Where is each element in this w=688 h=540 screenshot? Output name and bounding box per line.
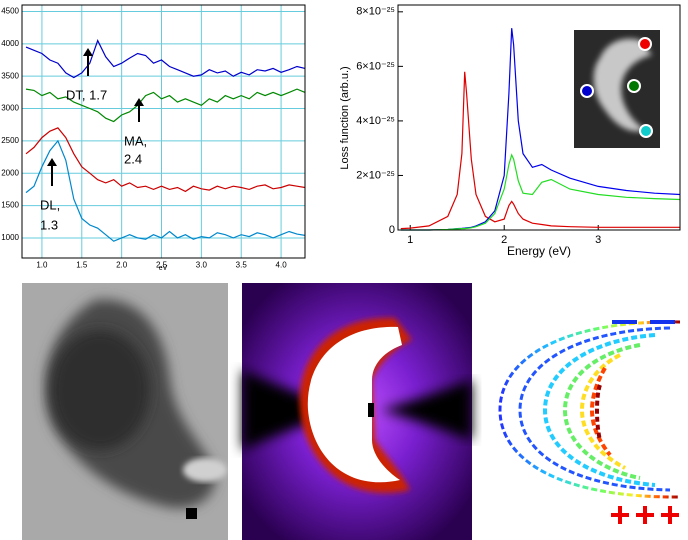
x-tick-label: 1: [407, 234, 413, 246]
annotation-arrowhead: [83, 48, 93, 56]
annotation: 1.3: [40, 217, 58, 232]
inset-marker: [580, 84, 594, 98]
y-tick-label: 4000: [1, 39, 19, 48]
x-tick-label: 1.0: [36, 260, 48, 269]
series-line: [25, 39, 306, 79]
y-tick-label: 8×10⁻²⁵: [356, 6, 395, 18]
x-tick-label: 2: [501, 234, 507, 246]
image-marker: [186, 508, 197, 519]
y-tick-label: 4×10⁻²⁵: [356, 115, 395, 127]
vector-field: [498, 320, 681, 524]
vector-row: [542, 333, 656, 487]
annotation-arrowhead: [47, 158, 57, 166]
y-tick-label: 2×10⁻²⁵: [356, 169, 395, 181]
inset-marker: [639, 124, 653, 138]
plot-frame: [397, 4, 681, 231]
inset-marker: [627, 79, 641, 93]
x-tick-label: 2.5: [156, 260, 168, 269]
vector-row: [595, 384, 602, 441]
x-tick-label: 4.0: [276, 260, 288, 269]
vector-row: [518, 326, 671, 492]
plot-frame: [21, 4, 306, 259]
field-map: [242, 283, 472, 540]
inset-image: [574, 30, 660, 148]
vector-row: [498, 320, 681, 499]
field-particle: [307, 326, 402, 483]
series-line: [400, 71, 680, 230]
x-tick-label: 1.5: [76, 260, 88, 269]
y-axis-label: Loss function (arb.u.): [339, 66, 351, 169]
x-tick-label: 3.0: [196, 260, 208, 269]
series-line: [25, 88, 306, 123]
series-line: [25, 139, 306, 242]
vector-row: [579, 353, 626, 470]
annotation: 2.4: [124, 151, 142, 166]
y-tick-label: 4500: [1, 7, 19, 16]
x-tick-label: 3: [595, 234, 601, 246]
plus-signs: [611, 506, 679, 524]
microscopy-image: [22, 283, 228, 540]
y-tick-label: 2000: [1, 168, 19, 177]
inset-particle: [593, 38, 652, 132]
y-tick-label: 1500: [1, 201, 19, 210]
y-tick-label: 0: [389, 224, 395, 236]
annotation: DT, 1.7: [66, 87, 107, 102]
x-axis-label: eV: [159, 265, 168, 272]
y-tick-label: 3000: [1, 104, 19, 113]
vector-row: [589, 366, 612, 457]
x-tick-label: 3.5: [236, 260, 248, 269]
field-gap: [368, 403, 374, 417]
annotation: MA,: [124, 133, 147, 148]
annotation: DL,: [40, 197, 60, 212]
vector-row: [562, 343, 641, 480]
image-core: [50, 330, 150, 450]
image-highlight: [183, 458, 227, 482]
x-tick-label: 2.0: [116, 260, 128, 269]
x-axis-label: Energy (eV): [507, 244, 571, 258]
field-dark-lobe: [380, 380, 472, 440]
y-tick-label: 6×10⁻²⁵: [356, 60, 395, 72]
series-line: [400, 153, 681, 231]
inset-marker: [638, 37, 652, 51]
y-tick-label: 3500: [1, 71, 19, 80]
y-tick-label: 2500: [1, 136, 19, 145]
y-tick-label: 1000: [1, 233, 19, 242]
series-line: [25, 127, 306, 193]
annotation-arrowhead: [134, 98, 144, 106]
